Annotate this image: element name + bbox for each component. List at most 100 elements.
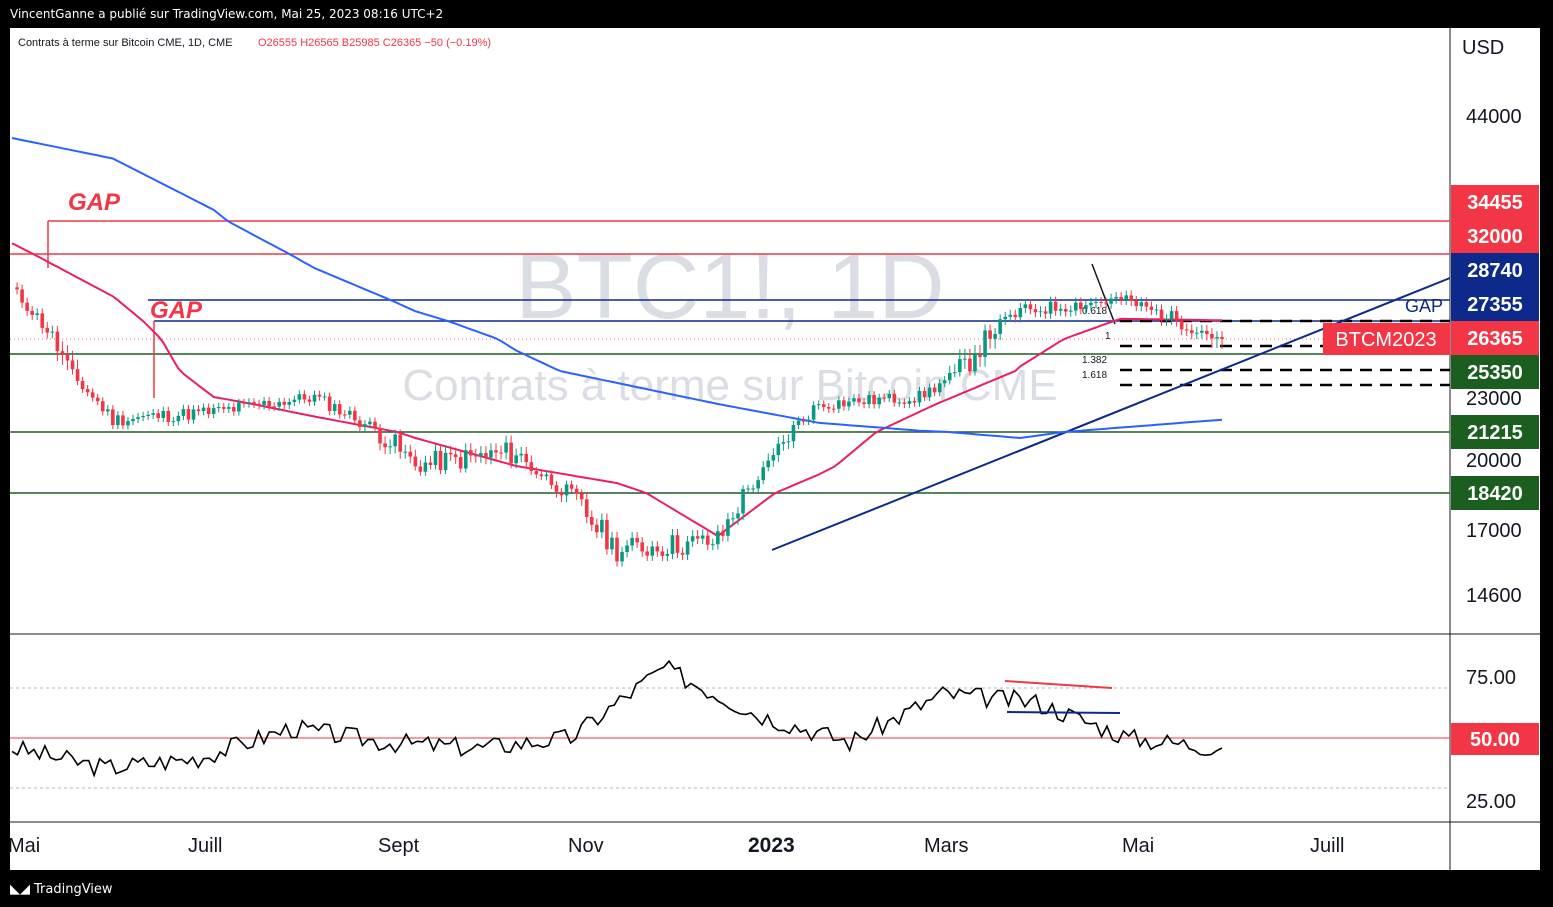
candle [690,530,695,547]
tradingview-brand: TradingView [34,882,113,897]
candle [549,470,554,490]
candle [35,308,40,320]
candle [821,400,826,412]
rsi-axis[interactable]: 75.00 50.00 25.00 [1451,667,1539,813]
price-axis[interactable]: USD 44000 23000 20000 17000 14600 34455 … [1323,37,1539,607]
candle [383,436,387,455]
badge-34455: 34455 [1467,192,1523,214]
candle [1189,324,1194,340]
rsi-badge-bg [1451,723,1539,755]
time-axis[interactable]: Mai Juill Sept Nov 2023 Mars Mai Juill [8,834,1344,857]
candle [40,308,45,334]
candle [60,341,65,365]
rsi-tick-75: 75.00 [1466,667,1516,689]
badge-bg-25350 [1451,355,1539,389]
moving-average-short [11,242,1223,538]
candle [428,455,433,470]
fib-label-1: 1 [1105,331,1111,342]
candle [1129,290,1134,307]
candle [816,400,821,410]
candle [584,492,589,524]
candle [30,305,34,320]
candle [756,476,760,493]
candle [741,485,745,520]
chart-canvas[interactable]: BTC1!, 1D Contrats à terme sur Bitcoin C… [8,28,1540,870]
watermark-symbol: BTC1!, 1D [515,236,944,338]
rsi-pane [10,659,1450,789]
candle [887,389,892,403]
candle [998,314,1002,341]
time-label-mars: Mars [924,835,968,857]
price-tick-17000: 17000 [1466,520,1522,542]
candle [85,384,90,397]
candle [736,506,740,525]
candle [307,395,312,406]
candle [1038,306,1043,318]
candle [131,414,135,426]
candle [1008,309,1013,323]
candle [801,416,806,426]
price-tick-44000: 44000 [1466,106,1522,128]
candle [1013,309,1018,323]
candle [216,402,221,413]
candle [423,455,428,476]
candle [1099,297,1103,308]
price-chart[interactable]: BTC1!, 1D Contrats à terme sur Bitcoin C… [8,28,1540,870]
candle [554,481,559,498]
badge-26365: 26365 [1467,328,1523,350]
gap-label-3: GAP [1405,296,1443,316]
candle [847,397,851,411]
candle [973,345,977,376]
candle [468,443,473,463]
fib-label-1618: 1.618 [1082,370,1107,381]
candle [151,409,155,419]
candle [781,435,786,451]
candle [857,394,861,407]
candle [837,396,841,414]
candle [529,455,534,476]
candle [105,405,110,416]
candle [141,411,145,422]
candle [595,518,599,539]
candle [952,364,957,378]
time-label-juill: Juill [188,835,222,857]
candle [50,325,55,339]
candle [877,393,881,409]
candle [993,328,997,349]
candle [25,297,29,317]
candle [322,392,327,401]
candle [700,529,705,545]
candle [842,396,846,411]
candle [237,398,241,416]
candle [882,393,887,403]
candle [136,412,140,424]
candle [569,480,574,493]
candle [186,404,191,424]
fib-projection: 0.618 1 1.382 1.618 [1082,263,1450,387]
candle [70,350,75,375]
candle [892,389,897,407]
candle [95,393,100,406]
candle [45,322,50,339]
candle [1114,291,1118,304]
candle [1119,291,1123,305]
candle [1210,328,1214,348]
candle [1033,304,1038,318]
candle [1159,304,1164,326]
candle [731,511,735,526]
candle [393,429,397,454]
candle [453,447,458,464]
badge-32000: 32000 [1467,226,1523,248]
candle [872,391,876,409]
candle [211,403,216,419]
candle [806,415,811,426]
candle [358,416,362,432]
candle [1003,311,1008,325]
badge-bg-27355 [1451,287,1539,321]
time-label-juill-2023: Juill [1310,835,1344,857]
candle [625,540,629,558]
candle [852,394,856,406]
candle [766,453,771,472]
candle [146,410,150,421]
candle [166,406,171,427]
